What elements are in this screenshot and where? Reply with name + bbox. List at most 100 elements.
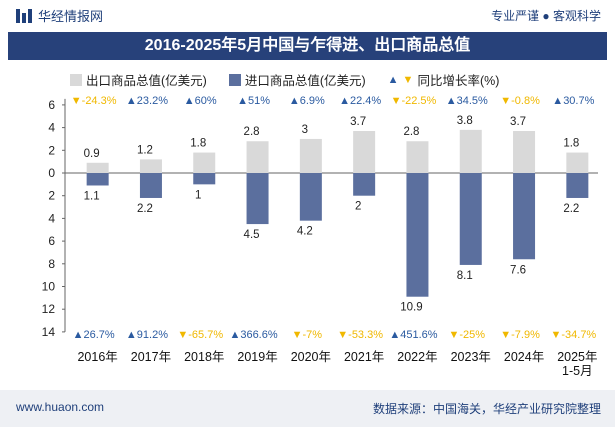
y-tick-label: 2 — [48, 189, 55, 203]
brand-name: 华经情报网 — [38, 9, 104, 24]
import-value-label: 4.2 — [297, 226, 313, 238]
y-tick-label: 6 — [48, 98, 55, 112]
import-bar — [86, 173, 109, 186]
x-tick-label: 2023年 — [451, 350, 491, 364]
export-value-label: 3.8 — [457, 115, 473, 127]
chart-plot: 642024681012140.91.1▼-24.3%▲26.7%2016年1.… — [42, 95, 598, 378]
y-tick-label: 12 — [42, 302, 56, 316]
import-value-label: 1.1 — [84, 190, 100, 202]
x-tick-label: 1-5月 — [562, 364, 593, 378]
export-value-label: 3.7 — [510, 116, 526, 128]
import-growth-label: ▼-53.3% — [337, 329, 383, 341]
legend-growth: ▲ ▼ 同比增长率(%) — [388, 70, 500, 89]
x-tick-label: 2020年 — [291, 350, 331, 364]
export-growth-label: ▼-22.5% — [391, 95, 437, 107]
export-growth-label: ▲22.4% — [339, 95, 381, 107]
import-value-label: 2 — [355, 201, 361, 213]
export-swatch — [70, 73, 82, 86]
import-value-label: 2.2 — [137, 203, 153, 215]
export-bar — [566, 152, 589, 173]
x-tick-label: 2024年 — [504, 350, 544, 364]
down-arrow-icon: ▼ — [402, 73, 414, 86]
export-value-label: 3.7 — [350, 116, 366, 128]
export-bar — [406, 141, 429, 173]
export-growth-label: ▲60% — [184, 95, 217, 107]
chart-title: 2016-2025年5月中国与乍得进、出口商品总值 — [8, 32, 607, 60]
import-value-label: 10.9 — [400, 302, 422, 314]
import-bar — [139, 173, 162, 198]
x-tick-label: 2022年 — [397, 350, 437, 364]
export-bar — [139, 159, 162, 173]
import-bar — [513, 173, 536, 260]
legend: 出口商品总值(亿美元) 进口商品总值(亿美元) ▲ ▼ 同比增长率(%) — [70, 70, 499, 89]
legend-import-label: 进口商品总值(亿美元) — [244, 74, 366, 88]
import-growth-label: ▼-25% — [448, 329, 485, 341]
export-value-label: 1.2 — [137, 144, 153, 156]
export-bar — [513, 131, 536, 173]
import-growth-label: ▼-7% — [292, 329, 323, 341]
y-tick-label: 4 — [48, 121, 55, 135]
export-growth-label: ▲23.2% — [126, 95, 168, 107]
import-bar — [566, 173, 589, 198]
x-tick-label: 2025年 — [557, 350, 597, 364]
import-value-label: 7.6 — [510, 264, 526, 276]
top-bar: 华经情报网 专业严谨 ● 客观科学 — [0, 0, 615, 30]
y-tick-label: 14 — [42, 325, 56, 339]
import-value-label: 1 — [195, 189, 201, 201]
footer-website[interactable]: www.huaon.com — [16, 400, 105, 414]
import-growth-label: ▼-7.9% — [500, 329, 540, 341]
import-bar — [246, 173, 269, 225]
y-tick-label: 4 — [48, 211, 55, 225]
import-value-label: 2.2 — [563, 203, 579, 215]
legend-growth-label: 同比增长率(%) — [417, 74, 500, 88]
brand: 华经情报网 — [16, 6, 103, 25]
export-bar — [193, 152, 216, 173]
export-growth-label: ▲34.5% — [446, 95, 488, 107]
export-bar — [459, 129, 482, 173]
export-value-label: 0.9 — [84, 148, 100, 160]
import-growth-label: ▼-34.7% — [550, 329, 596, 341]
export-growth-label: ▼-0.8% — [500, 95, 540, 107]
tagline: 专业严谨 ● 客观科学 — [491, 9, 601, 23]
y-tick-label: 10 — [42, 280, 56, 294]
export-value-label: 1.8 — [563, 138, 579, 150]
brand-logo-icon — [16, 8, 32, 23]
x-tick-label: 2018年 — [184, 350, 224, 364]
legend-import: 进口商品总值(亿美元) — [228, 70, 366, 89]
export-value-label: 2.8 — [403, 126, 419, 138]
export-growth-label: ▲51% — [237, 95, 270, 107]
import-growth-label: ▲91.2% — [126, 329, 168, 341]
legend-export-label: 出口商品总值(亿美元) — [86, 74, 207, 88]
x-tick-label: 2021年 — [344, 350, 384, 364]
up-arrow-icon: ▲ — [387, 73, 399, 86]
export-value-label: 1.8 — [190, 138, 206, 150]
import-growth-label: ▼-65.7% — [177, 329, 223, 341]
x-tick-label: 2019年 — [237, 350, 277, 364]
import-bar — [353, 173, 376, 196]
x-tick-label: 2017年 — [131, 350, 171, 364]
export-bar — [299, 138, 322, 173]
import-value-label: 8.1 — [457, 270, 473, 282]
import-swatch — [228, 73, 241, 86]
export-growth-label: ▲6.9% — [289, 95, 325, 107]
import-bar — [459, 173, 482, 265]
export-value-label: 2.8 — [244, 126, 260, 138]
y-tick-label: 8 — [48, 257, 55, 271]
legend-export: 出口商品总值(亿美元) — [70, 70, 207, 89]
export-bar — [246, 141, 269, 173]
import-growth-label: ▲26.7% — [73, 329, 115, 341]
x-tick-label: 2016年 — [77, 350, 117, 364]
import-bar — [406, 173, 429, 297]
export-growth-label: ▼-24.3% — [71, 95, 117, 107]
export-growth-label: ▲30.7% — [552, 95, 594, 107]
import-bar — [299, 173, 322, 221]
y-tick-label: 0 — [48, 166, 55, 180]
export-bar — [353, 131, 376, 173]
import-growth-label: ▲366.6% — [229, 329, 277, 341]
footer: www.huaon.com 数据来源：中国海关，华经产业研究院整理 — [0, 390, 615, 427]
export-value-label: 3 — [302, 124, 308, 136]
y-tick-label: 6 — [48, 234, 55, 248]
export-bar — [86, 162, 109, 173]
import-growth-label: ▲451.6% — [389, 329, 437, 341]
y-tick-label: 2 — [48, 143, 55, 157]
